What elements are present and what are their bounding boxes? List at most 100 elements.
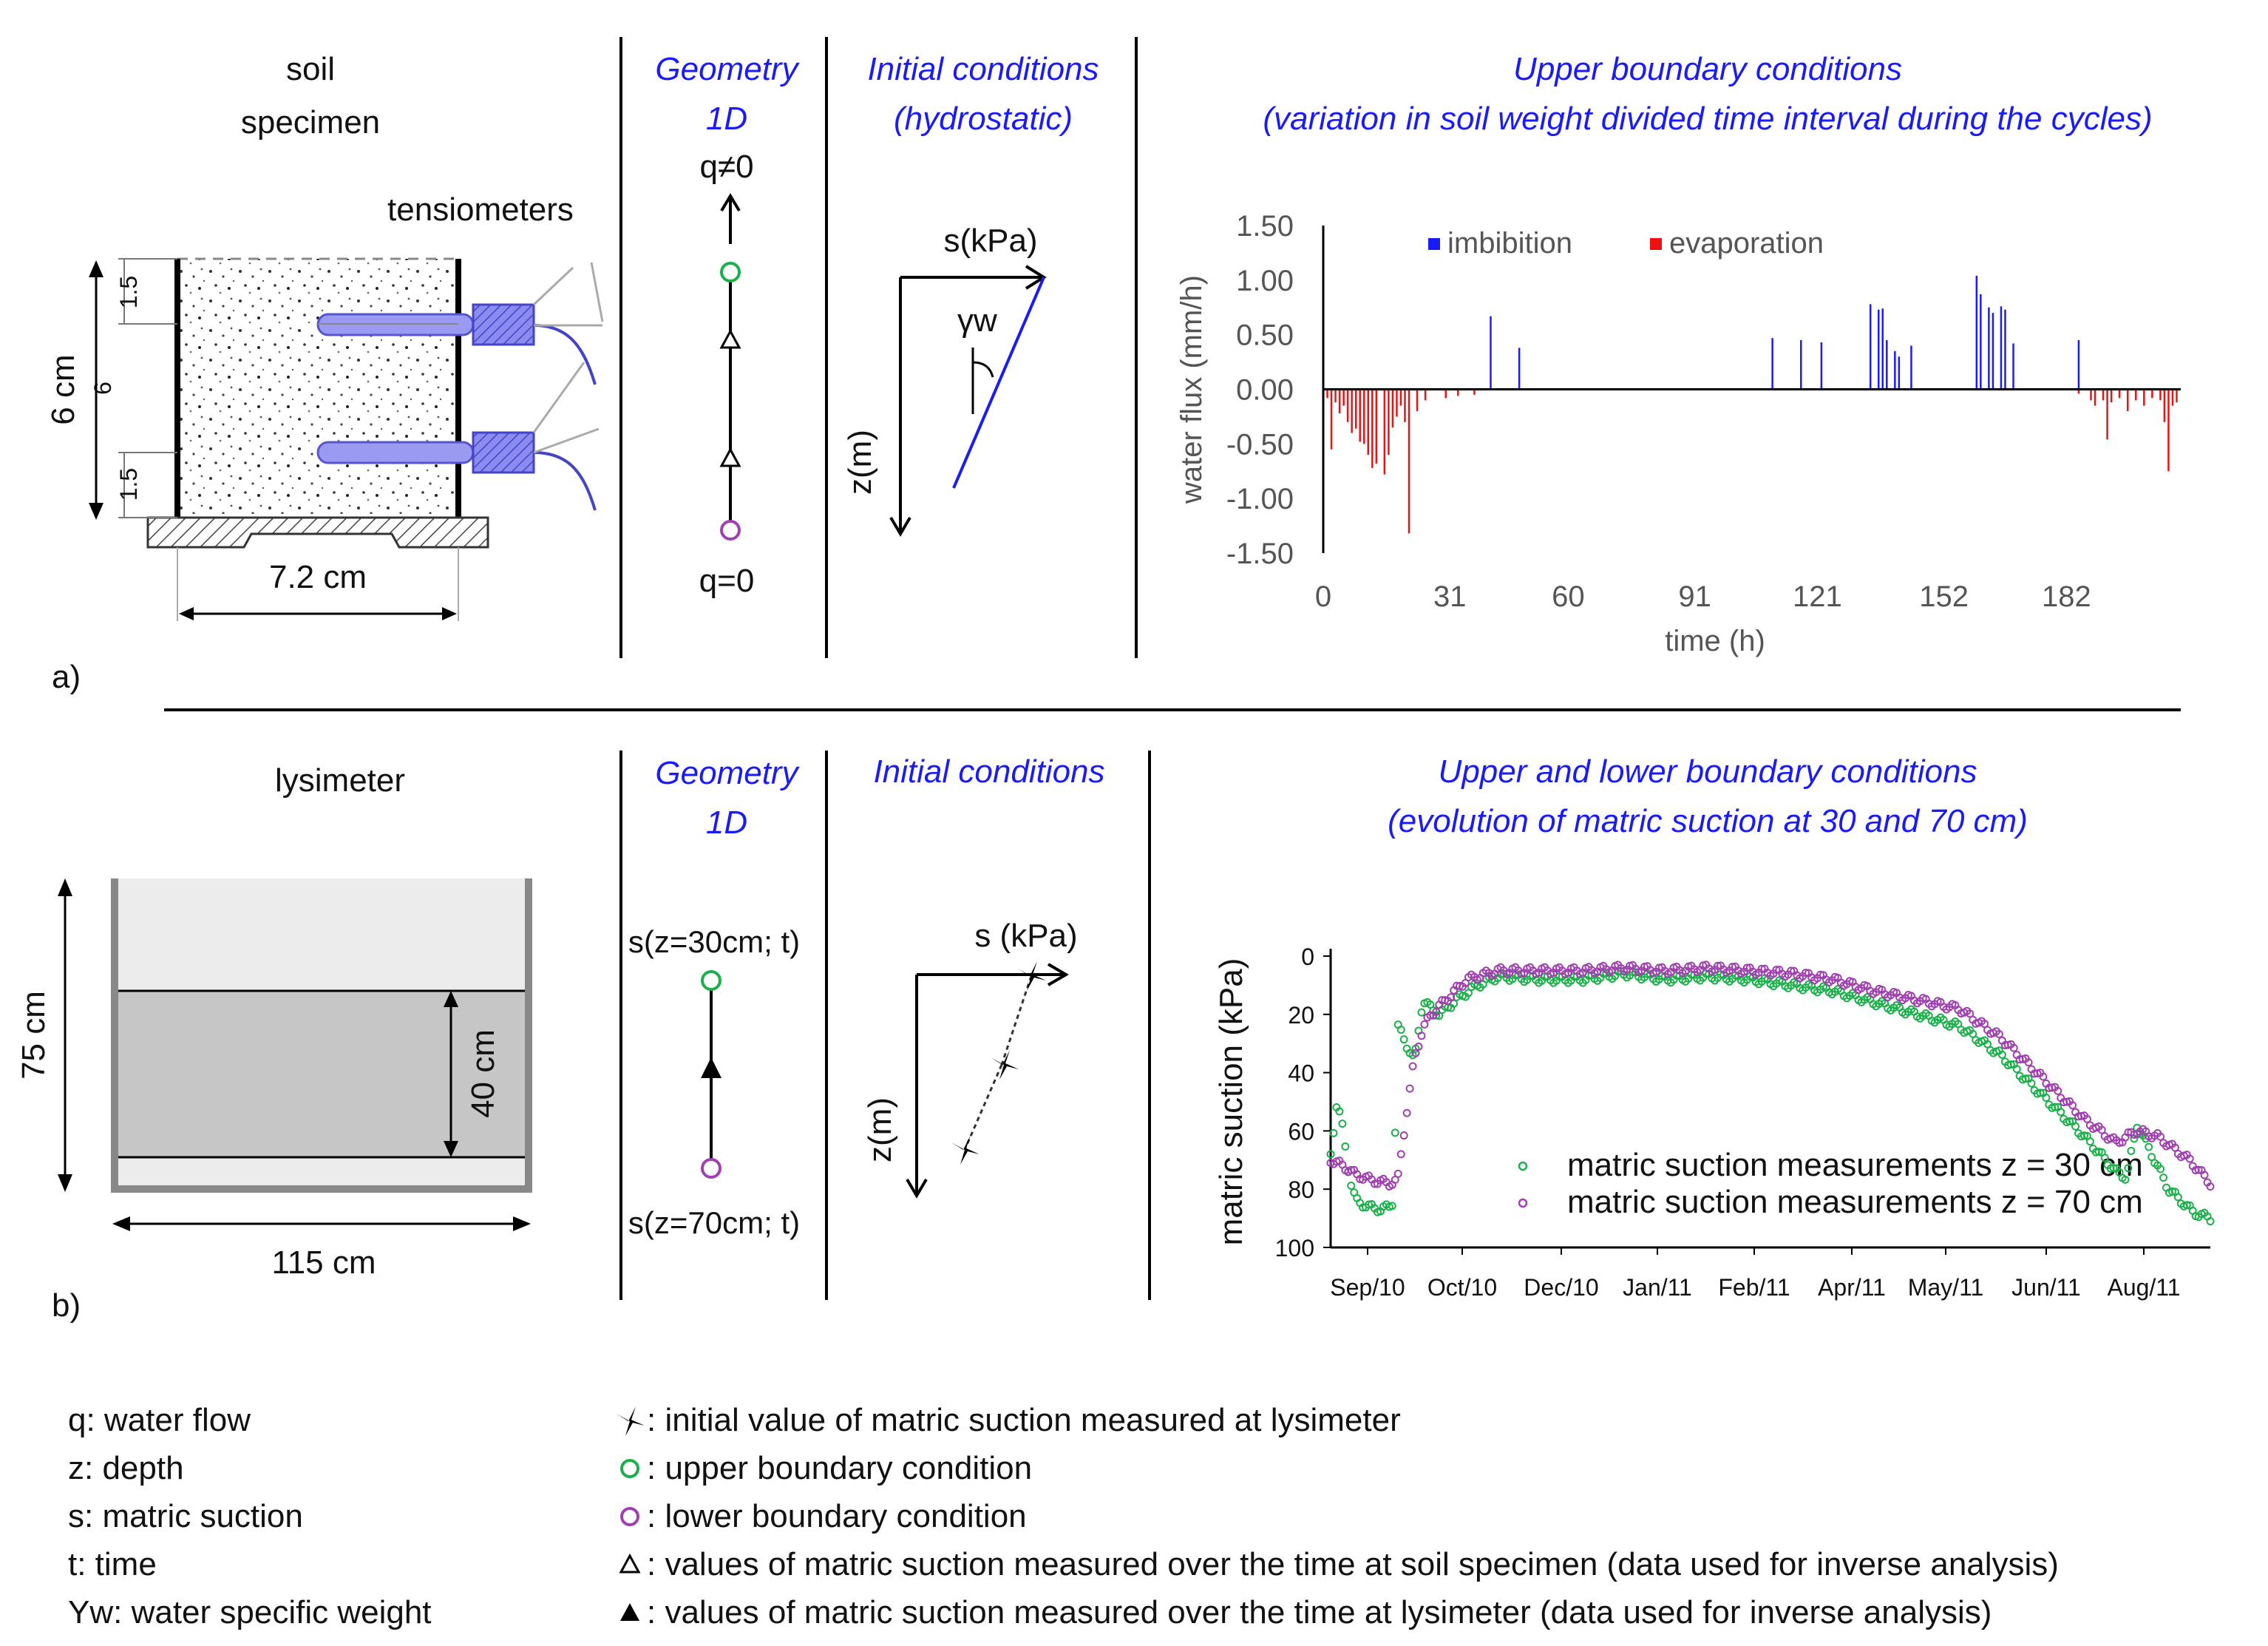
- z30-point: [2206, 1217, 2215, 1226]
- star-icon: [1018, 961, 1046, 991]
- z30-point: [2071, 1122, 2080, 1131]
- geometry-b-bottom-label: s(z=70cm; t): [628, 1205, 800, 1240]
- z70-point: [1371, 1179, 1379, 1188]
- z70-point: [1787, 966, 1796, 975]
- boundary-a-title-line1: Upper boundary conditions: [1513, 51, 1902, 87]
- lower-boundary-node-b: [701, 1158, 722, 1179]
- z30-point: [2100, 1154, 2109, 1162]
- x-tick-label: May/11: [1908, 1274, 1984, 1301]
- suction-y-axis-label: matric suction (kPa): [1213, 958, 1249, 1246]
- legend-right-item: : upper boundary condition: [647, 1450, 1032, 1486]
- initial-a-title-line2: (hydrostatic): [894, 101, 1073, 137]
- z30-point: [1399, 1035, 1408, 1044]
- upper-boundary-node-b: [701, 970, 722, 991]
- legend-z70-label: matric suction measurements z = 70 cm: [1567, 1184, 2143, 1220]
- flux-top-label: q≠0: [699, 149, 753, 185]
- z70-point: [1426, 1011, 1435, 1020]
- x-tick-label: 60: [1552, 580, 1585, 613]
- panel-b: lysimeter 40 cm 75 cm 115 cm Geometry: [16, 751, 2215, 1324]
- water-flux-legend: imbibition evaporation: [1428, 227, 1824, 260]
- z70-point: [2156, 1132, 2165, 1141]
- flux-y-axis-label: water flux (mm/h): [1175, 275, 1208, 504]
- z30-point: [1391, 1128, 1399, 1137]
- z70-point: [1816, 970, 1824, 979]
- x-tick-label: Oct/10: [1427, 1274, 1497, 1301]
- soil-specimen: soil specimen tensiometers: [45, 51, 604, 621]
- z30-point: [1997, 1050, 2006, 1059]
- z30-point: [2057, 1108, 2065, 1117]
- z70-point: [2039, 1072, 2048, 1081]
- z70-point: [1772, 966, 1781, 975]
- lysimeter-width-label: 115 cm: [271, 1244, 376, 1281]
- z70-point: [2206, 1182, 2215, 1191]
- legend-left-item: z: depth: [68, 1450, 184, 1486]
- z30-point: [1417, 1008, 1426, 1017]
- legend-right-item: : values of matric suction measured over…: [647, 1546, 2059, 1582]
- initial-b-title: Initial conditions: [873, 753, 1104, 790]
- water-flux-chart: imbibition evaporation 1.50 1.00 0.50 0.00 -…: [1175, 210, 2181, 657]
- z30-point: [1326, 1150, 1335, 1159]
- z70-point: [2068, 1101, 2077, 1110]
- z70-point: [2097, 1125, 2106, 1134]
- y-tick-label: -1.50: [1226, 538, 1294, 570]
- specimen-title-line2: specimen: [241, 104, 380, 140]
- z30-point: [1396, 1026, 1405, 1034]
- x-tick-label: 182: [2042, 580, 2091, 613]
- z70-point: [1393, 1169, 1402, 1178]
- matric-suction-legend: matric suction measurements z = 30 cm ma…: [1518, 1147, 2143, 1220]
- z30-point: [1335, 1107, 1344, 1116]
- purple-circle-icon: [620, 1507, 639, 1526]
- z30-point: [1347, 1182, 1356, 1191]
- legend-right-item: : values of matric suction measured over…: [647, 1594, 1992, 1630]
- z30-point: [1341, 1142, 1350, 1151]
- upper-boundary-node: [720, 262, 741, 282]
- legend-right-item: : initial value of matric suction measur…: [647, 1402, 1401, 1438]
- tensiometers-label: tensiometers: [387, 192, 574, 228]
- star-icon: [951, 1135, 979, 1165]
- lysimeter-title: lysimeter: [275, 762, 405, 799]
- z70-point: [1994, 1030, 2003, 1039]
- x-tick-label: Sep/10: [1330, 1274, 1405, 1301]
- legend-z70-marker: [1518, 1198, 1528, 1208]
- z70-point: [1420, 1020, 1429, 1029]
- y-tick-label: 1.50: [1236, 210, 1294, 243]
- lysimeter-inner-label: 40 cm: [465, 1029, 501, 1118]
- z70-point: [1408, 1062, 1417, 1071]
- z30-point: [1338, 1120, 1347, 1128]
- z30-point: [1365, 1200, 1374, 1209]
- geometry-b-title-line1: Geometry: [655, 755, 800, 791]
- specimen-height-label: 6 cm: [45, 354, 81, 424]
- z70-point: [2191, 1166, 2200, 1175]
- z70-point: [1728, 963, 1736, 972]
- z70-point: [2082, 1114, 2091, 1123]
- hydrostatic-line: [952, 277, 1045, 489]
- dim-top-small: 1.5: [115, 276, 142, 308]
- tensiometer-node-2: [719, 447, 741, 467]
- dim-bot-small: 1.5: [115, 468, 142, 501]
- geometry-b-top-label: s(z=30cm; t): [628, 924, 800, 959]
- tensiometer-node-1: [719, 328, 741, 349]
- z30-point: [2182, 1201, 2191, 1210]
- legend-imbibition-swatch: [1428, 238, 1440, 250]
- y-tick-label: 0.50: [1236, 319, 1294, 352]
- specimen-title-line1: soil: [286, 51, 335, 87]
- symbol-legend: q: water flow z: depth s: matric suction…: [68, 1402, 2059, 1630]
- z70-point: [1396, 1150, 1405, 1159]
- legend-left-item: s: matric suction: [68, 1498, 303, 1534]
- y-tick-label: 60: [1288, 1118, 1314, 1145]
- matric-suction-chart: matric suction measurements z = 30 cm ma…: [1213, 944, 2215, 1301]
- initial-conditions-a: Initial conditions (hydrostatic) s(kPa) …: [842, 51, 1099, 537]
- x-tick-label: 91: [1678, 580, 1711, 613]
- star-icon: [991, 1050, 1019, 1080]
- x-tick-label: Dec/10: [1524, 1274, 1598, 1301]
- z30-point: [2156, 1165, 2165, 1173]
- z30-point: [2036, 1088, 2045, 1097]
- tensiometer-upper: [316, 266, 602, 385]
- z70-point: [1402, 1108, 1411, 1117]
- boundary-b-title-line2: (evolution of matric suction at 30 and 7…: [1388, 803, 2028, 839]
- z70-point: [1802, 969, 1810, 978]
- z30-point: [1329, 1128, 1338, 1137]
- x-tick-label: Jan/11: [1623, 1274, 1692, 1301]
- initial-b-s-axis: s (kPa): [974, 918, 1077, 954]
